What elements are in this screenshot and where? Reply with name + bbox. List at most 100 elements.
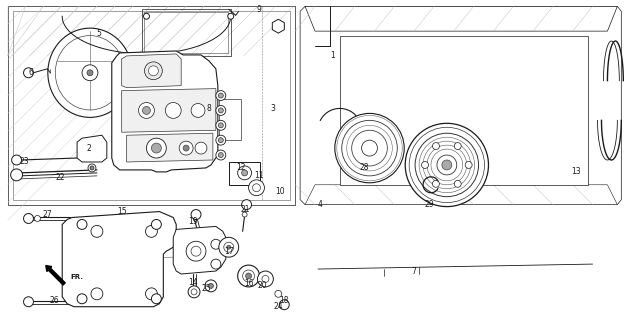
Text: 16: 16 — [244, 279, 253, 288]
Circle shape — [243, 270, 255, 282]
Circle shape — [91, 288, 103, 300]
Circle shape — [165, 102, 181, 118]
Polygon shape — [126, 133, 213, 162]
Text: FR.: FR. — [70, 274, 84, 280]
Circle shape — [419, 137, 475, 193]
Text: 18: 18 — [279, 296, 289, 305]
Circle shape — [352, 130, 387, 166]
Circle shape — [35, 215, 40, 221]
Polygon shape — [229, 162, 260, 185]
FancyArrow shape — [46, 266, 65, 285]
Polygon shape — [121, 89, 216, 132]
Circle shape — [228, 13, 234, 19]
Polygon shape — [305, 6, 617, 31]
Circle shape — [152, 143, 162, 153]
Circle shape — [23, 68, 33, 78]
Circle shape — [442, 160, 452, 170]
Circle shape — [188, 286, 200, 298]
Circle shape — [427, 145, 467, 185]
Polygon shape — [77, 135, 107, 162]
Circle shape — [191, 246, 201, 256]
Circle shape — [275, 290, 282, 297]
Circle shape — [257, 271, 274, 287]
Circle shape — [433, 143, 440, 149]
Circle shape — [91, 225, 103, 237]
Circle shape — [77, 294, 87, 304]
Text: 15: 15 — [117, 207, 126, 216]
Circle shape — [216, 120, 226, 130]
Circle shape — [211, 239, 221, 249]
Circle shape — [218, 153, 223, 157]
Text: 3: 3 — [270, 104, 275, 113]
Circle shape — [216, 91, 226, 100]
Text: 2: 2 — [87, 144, 91, 153]
Text: 10: 10 — [276, 187, 285, 196]
Circle shape — [242, 212, 247, 217]
Text: 24: 24 — [274, 302, 283, 311]
Circle shape — [12, 155, 21, 165]
Circle shape — [252, 184, 260, 192]
Circle shape — [183, 145, 189, 151]
Circle shape — [218, 138, 223, 143]
Circle shape — [279, 300, 289, 310]
Ellipse shape — [48, 28, 132, 117]
Text: 17: 17 — [224, 247, 233, 256]
Circle shape — [23, 213, 33, 223]
Circle shape — [145, 225, 157, 237]
Circle shape — [262, 276, 269, 283]
Circle shape — [245, 273, 252, 279]
Circle shape — [143, 107, 150, 114]
Circle shape — [88, 164, 96, 172]
Ellipse shape — [55, 36, 125, 110]
Text: 21: 21 — [241, 205, 250, 214]
Text: 1: 1 — [330, 52, 335, 60]
Circle shape — [77, 220, 87, 229]
Polygon shape — [300, 6, 621, 204]
Circle shape — [191, 210, 201, 220]
Text: 19: 19 — [188, 217, 198, 226]
Circle shape — [211, 259, 221, 269]
Circle shape — [195, 142, 207, 154]
Circle shape — [238, 265, 260, 287]
Circle shape — [218, 108, 223, 113]
Circle shape — [218, 123, 223, 128]
Circle shape — [145, 62, 162, 80]
Circle shape — [431, 149, 463, 181]
Circle shape — [409, 127, 484, 203]
Circle shape — [238, 166, 252, 180]
Circle shape — [90, 166, 94, 170]
Circle shape — [248, 180, 264, 196]
Circle shape — [423, 141, 470, 189]
Circle shape — [179, 141, 193, 155]
Circle shape — [437, 155, 457, 175]
Text: 6: 6 — [28, 68, 33, 77]
Polygon shape — [173, 227, 226, 274]
Circle shape — [242, 200, 252, 210]
Text: 26: 26 — [50, 296, 59, 305]
Text: 11: 11 — [253, 172, 264, 180]
Circle shape — [191, 289, 197, 295]
Text: 29: 29 — [424, 200, 434, 209]
Text: 13: 13 — [571, 167, 581, 176]
Text: 22: 22 — [55, 173, 65, 182]
Polygon shape — [340, 36, 587, 185]
Text: 23: 23 — [19, 157, 30, 166]
Circle shape — [454, 143, 461, 149]
Circle shape — [152, 294, 162, 304]
Circle shape — [145, 288, 157, 300]
Circle shape — [186, 241, 206, 261]
Circle shape — [216, 135, 226, 145]
Text: 4: 4 — [318, 200, 323, 209]
Circle shape — [219, 237, 238, 257]
Circle shape — [138, 102, 154, 118]
Circle shape — [421, 162, 428, 168]
Text: 20: 20 — [258, 281, 267, 290]
Text: 8: 8 — [206, 104, 211, 113]
Circle shape — [227, 245, 231, 249]
Circle shape — [433, 180, 440, 187]
Polygon shape — [112, 51, 218, 172]
Circle shape — [454, 180, 461, 187]
Circle shape — [342, 120, 398, 176]
Polygon shape — [121, 54, 181, 88]
Circle shape — [415, 133, 479, 197]
